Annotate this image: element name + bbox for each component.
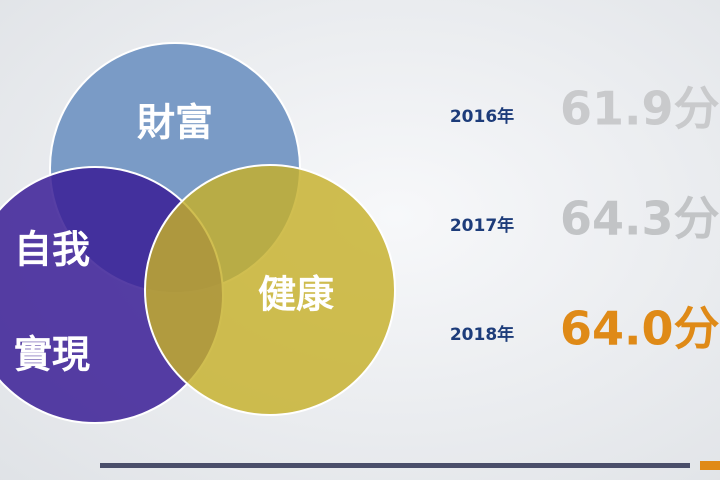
circle-label: 財富 — [137, 101, 213, 145]
score-value: 64.0分 — [560, 302, 720, 356]
venn-circle — [144, 164, 396, 416]
footer-bar — [100, 463, 690, 468]
circle-label: 自我 — [14, 228, 90, 272]
year-label: 2017年 — [450, 215, 514, 236]
year-label: 2016年 — [450, 106, 514, 127]
score-value: 64.3分 — [560, 192, 720, 246]
score-list: 2016年 61.9分 2017年 64.3分 2018年 64.0分 — [450, 82, 720, 356]
score-value: 61.9分 — [560, 82, 720, 136]
circle-label: 實現 — [14, 333, 90, 377]
venn-diagram: 財富 自我 實現 健康 — [0, 42, 396, 424]
circle-label: 健康 — [258, 273, 334, 317]
year-label: 2018年 — [450, 324, 514, 345]
footer-accent — [700, 461, 720, 470]
